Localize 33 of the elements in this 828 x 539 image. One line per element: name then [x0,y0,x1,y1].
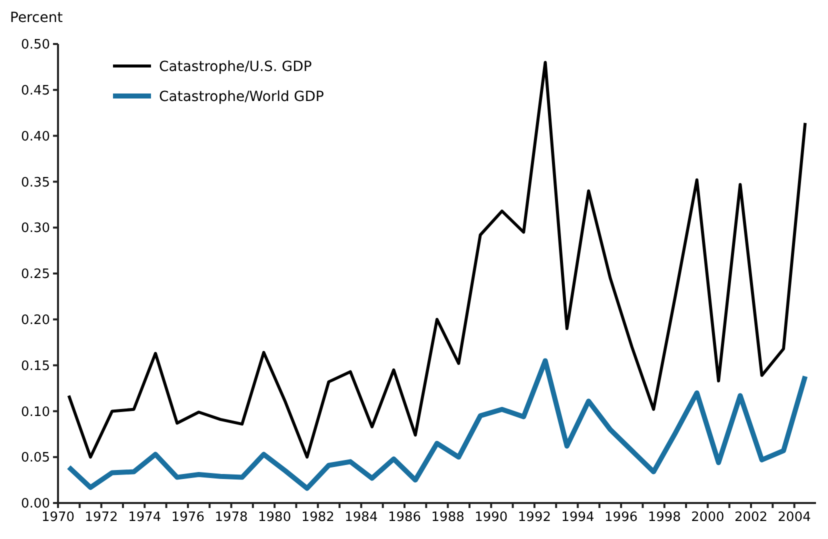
y-tick-label: 0.05 [21,450,50,466]
line-series [67,60,807,459]
legend-label: Catastrophe/World GDP [159,88,324,105]
y-tick-label: 0.25 [21,267,50,282]
x-tick-label: 1972 [84,510,118,525]
y-tick-label: 0.35 [21,175,50,190]
x-tick-label: 1982 [301,510,334,525]
y-tick-label: 0.40 [21,129,50,144]
y-tick-label: 0.30 [21,221,50,236]
x-tick-label: 1988 [431,510,464,525]
x-tick-label: 1976 [171,510,204,525]
x-tick-label: 1994 [561,510,594,525]
y-tick-label: 0.00 [21,496,50,512]
x-tick-label: 2004 [778,510,811,525]
y-tick-label: 0.50 [21,38,50,53]
y-tick-label: 0.20 [21,312,50,328]
x-tick-label: 1970 [41,510,75,525]
x-tick-label: 2002 [734,510,768,525]
legend-label: Catastrophe/U.S. GDP [159,58,312,75]
x-tick-label: 2000 [691,510,724,525]
x-tick-label: 1990 [474,510,508,525]
y-axis-title: Percent [10,10,64,26]
y-tick-label: 0.45 [21,83,50,98]
x-tick-label: 1992 [518,510,552,525]
x-tick-label: 1980 [258,510,292,525]
x-tick-label: 1974 [128,510,162,525]
x-tick-label: 1986 [388,510,422,525]
x-tick-label: 1984 [344,510,378,525]
x-tick-label: 1996 [604,510,638,525]
y-tick-label: 0.15 [21,358,50,374]
y-tick-label: 0.10 [21,404,50,420]
x-tick-label: 1978 [214,510,248,525]
x-tick-label: 1998 [648,510,681,525]
